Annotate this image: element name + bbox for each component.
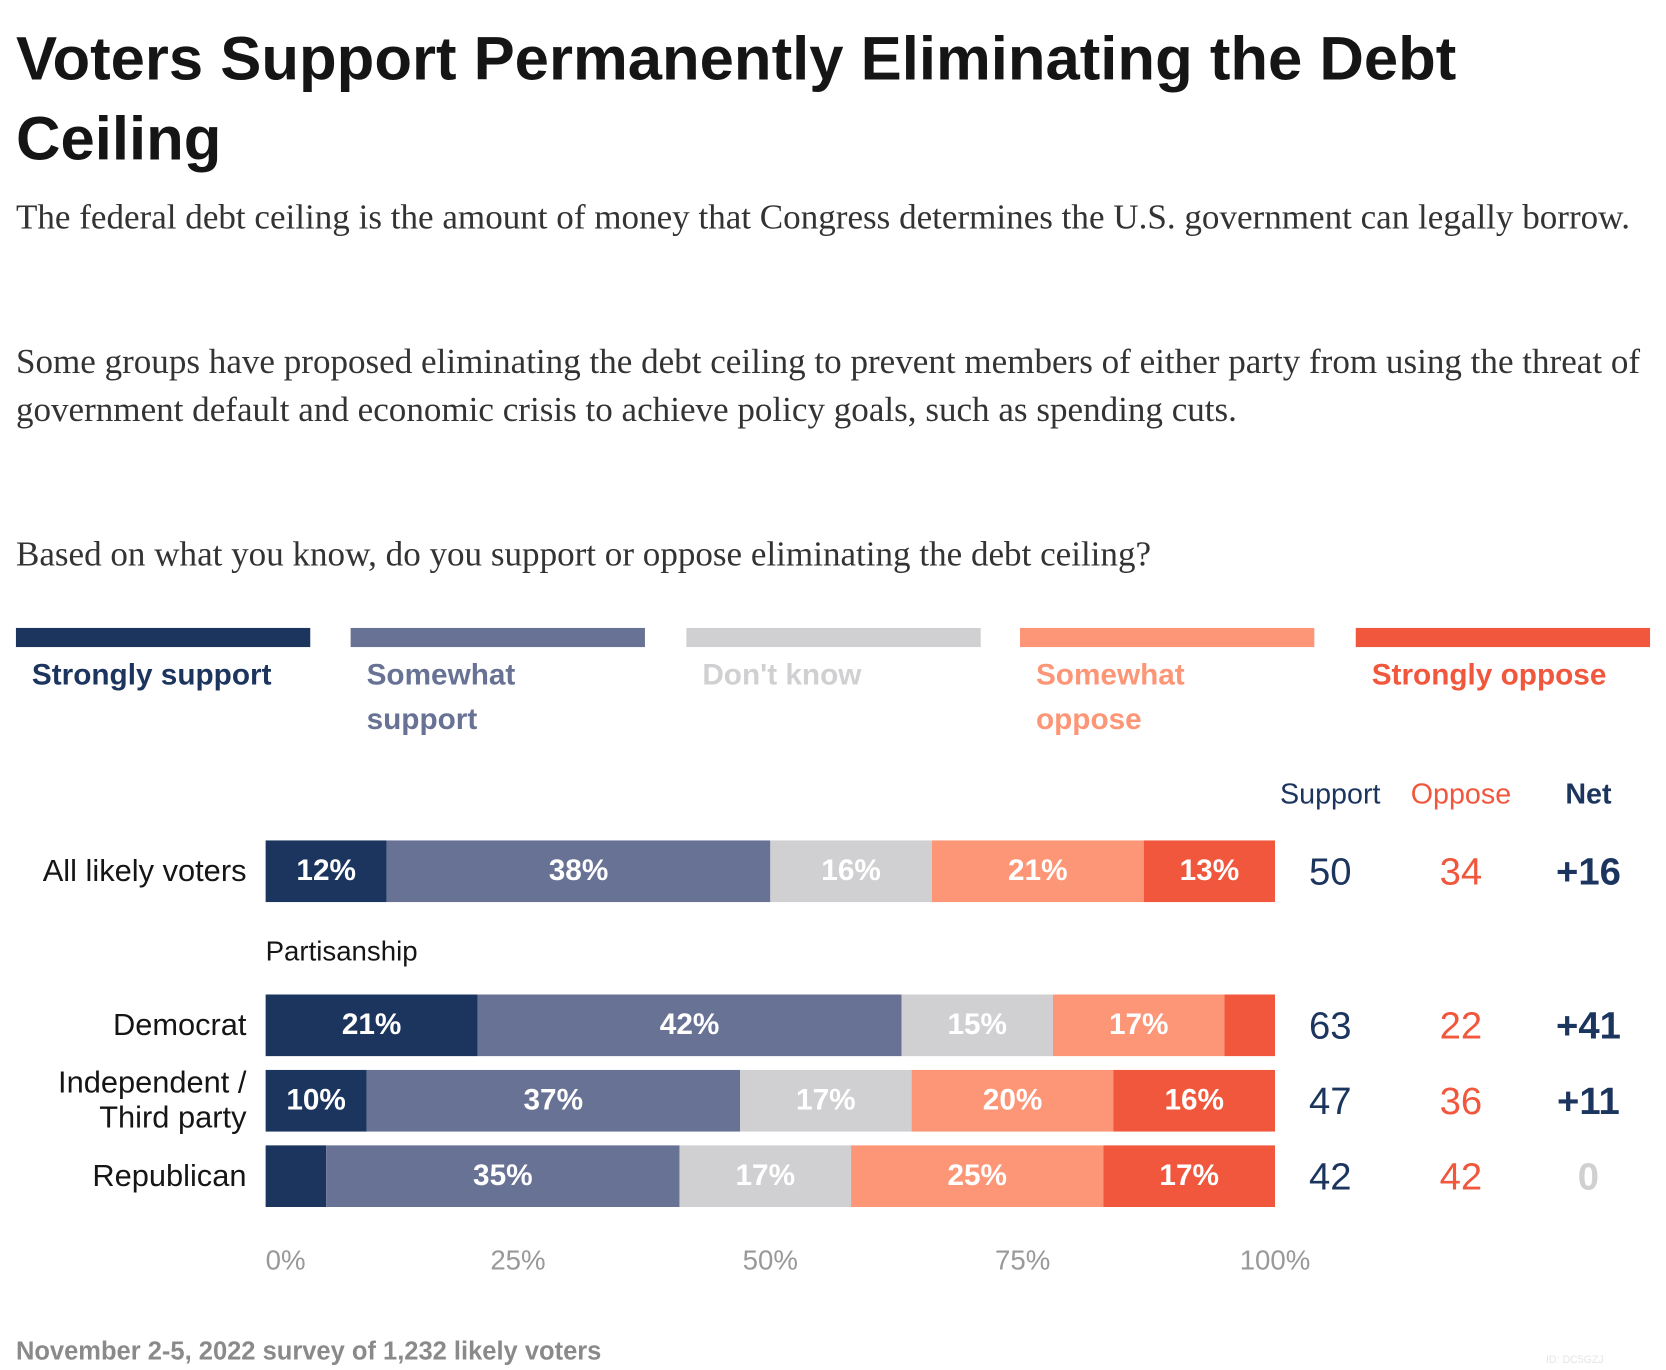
data-label: 15% xyxy=(947,1008,1007,1041)
bar-segment xyxy=(366,1069,741,1132)
bar-segment xyxy=(1052,994,1225,1057)
data-label: 17% xyxy=(1159,1159,1219,1192)
category-label: Independent / Third party xyxy=(58,1065,247,1135)
legend-label: Don't know xyxy=(702,657,862,691)
data-label: 38% xyxy=(549,854,609,887)
bar-segment xyxy=(1113,1069,1275,1132)
legend-swatch xyxy=(1020,627,1315,648)
data-label: 37% xyxy=(524,1084,584,1117)
legend-swatch xyxy=(1355,627,1651,648)
data-label: 13% xyxy=(1180,854,1240,887)
subtitle: The federal debt ceiling is the amount o… xyxy=(15,198,1630,237)
x-tick-label: 75% xyxy=(995,1245,1050,1276)
legend-swatch xyxy=(686,627,981,648)
x-tick-label: 25% xyxy=(490,1245,545,1276)
data-label: 17% xyxy=(735,1159,795,1192)
group-label: Partisanship xyxy=(266,935,418,966)
data-label: 42% xyxy=(660,1008,720,1041)
summary-header: Oppose xyxy=(1411,778,1511,810)
bar-segment xyxy=(265,994,478,1057)
bar-segment xyxy=(931,840,1144,903)
bar-segment xyxy=(326,1145,680,1207)
legend-label: Strongly oppose xyxy=(1371,657,1607,691)
summary-header: Net xyxy=(1565,778,1612,810)
summary-value: 42 xyxy=(1440,1155,1483,1198)
category-label: Republican xyxy=(92,1158,247,1193)
bar-segment xyxy=(851,1145,1104,1207)
data-label: 16% xyxy=(1164,1084,1224,1117)
summary-value: 34 xyxy=(1440,851,1483,894)
data-label: 21% xyxy=(342,1008,402,1041)
legend-label: Somewhat support xyxy=(366,657,516,736)
bar-segment xyxy=(740,1069,912,1132)
data-label: 25% xyxy=(947,1159,1007,1192)
bar-segment xyxy=(1224,994,1275,1057)
x-tick-label: 0% xyxy=(266,1245,306,1276)
summary-value: 22 xyxy=(1440,1005,1483,1048)
summary-value: 47 xyxy=(1309,1080,1352,1123)
data-label: 17% xyxy=(1109,1008,1169,1041)
summary-value: 42 xyxy=(1309,1155,1352,1198)
legend-swatch xyxy=(350,627,645,648)
category-label: All likely voters xyxy=(42,853,247,888)
bar-segment xyxy=(265,1069,367,1132)
summary-value: 36 xyxy=(1440,1080,1483,1123)
bar-segment xyxy=(386,840,771,903)
legend-label: Strongly support xyxy=(31,657,272,691)
summary-value: 50 xyxy=(1309,851,1352,894)
bar-segment xyxy=(679,1145,852,1207)
x-tick-label: 100% xyxy=(1240,1245,1311,1276)
data-label: 17% xyxy=(796,1084,856,1117)
summary-header: Support xyxy=(1280,778,1380,810)
footnote: November 2-5, 2022 survey of 1,232 likel… xyxy=(16,1337,601,1365)
category-label: Democrat xyxy=(112,1007,247,1042)
bar-segment xyxy=(911,1069,1114,1132)
summary-value: +41 xyxy=(1556,1005,1621,1048)
subtitle: Some groups have proposed eliminating th… xyxy=(15,343,1641,430)
data-label: 16% xyxy=(821,854,881,887)
bar-segment xyxy=(265,1145,327,1207)
subtitle: Based on what you know, do you support o… xyxy=(15,535,1152,574)
bar-segment xyxy=(1103,1145,1275,1207)
data-label: 21% xyxy=(1008,854,1068,887)
legend-label: Somewhat oppose xyxy=(1035,657,1185,736)
data-label: 12% xyxy=(296,854,356,887)
bar-segment xyxy=(265,840,387,903)
data-label: 20% xyxy=(983,1084,1043,1117)
legend-swatch xyxy=(15,627,311,648)
data-label: 10% xyxy=(286,1084,346,1117)
data-label: 35% xyxy=(473,1159,533,1192)
bar-segment xyxy=(770,840,932,903)
chart-title: Voters Support Permanently Eliminating t… xyxy=(15,24,1457,174)
id-label: ID: DC5GZJ xyxy=(1546,1354,1604,1366)
bar-segment xyxy=(1143,840,1275,903)
x-tick-label: 50% xyxy=(743,1245,798,1276)
summary-value: +16 xyxy=(1556,851,1621,894)
summary-value: 63 xyxy=(1309,1005,1352,1048)
bar-segment xyxy=(901,994,1053,1057)
summary-value: +11 xyxy=(1557,1080,1620,1123)
summary-value: 0 xyxy=(1578,1155,1599,1198)
bar-segment xyxy=(477,994,902,1057)
